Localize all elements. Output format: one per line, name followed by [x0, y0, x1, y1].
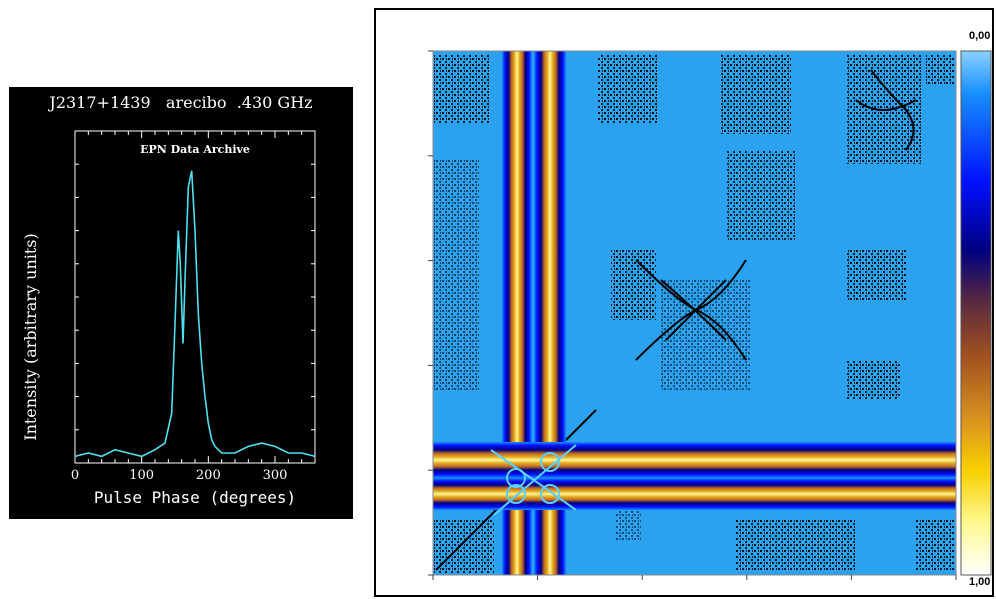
recurrence-heatmap — [432, 50, 957, 576]
intersection-curls — [490, 444, 577, 516]
pulse-x-axis-label: Pulse Phase (degrees) — [94, 488, 296, 507]
horizontal-band-1 — [433, 442, 956, 478]
pulse-x-tick-label: 0 — [71, 468, 79, 483]
colorbar-bottom-label: 1,00 — [969, 576, 991, 588]
pulse-profile-panel: J2317+1439 arecibo .430 GHz EPN Data Arc… — [9, 87, 353, 519]
colorbar-top-label: 0,00 — [969, 30, 991, 42]
pulse-subtitle: EPN Data Archive — [140, 143, 250, 156]
pulse-ticks — [74, 130, 316, 464]
recurrence-axis-ticks — [428, 50, 957, 580]
pulse-x-tick-label: 100 — [129, 468, 154, 483]
pulse-x-tick-label: 300 — [263, 468, 288, 483]
pulse-x-tick-label: 200 — [196, 468, 221, 483]
colorbar — [960, 50, 992, 576]
pulse-plot-frame — [74, 130, 316, 464]
recurrence-plot-panel: 0,00 1,00 — [374, 8, 994, 597]
pulse-profile-chart: EPN Data Archive 0 100 200 300 Pulse Phase … — [21, 130, 316, 507]
pulse-series-line — [74, 170, 316, 458]
pulse-y-axis-label: Intensity (arbitrary units) — [21, 233, 40, 441]
pulse-tick-labels: 0 100 200 300 — [71, 468, 288, 483]
pulse-profile-title: J2317+1439 arecibo .430 GHz — [49, 93, 313, 112]
horizontal-band-2 — [433, 478, 956, 510]
recurrence-plot-chart — [428, 50, 992, 580]
